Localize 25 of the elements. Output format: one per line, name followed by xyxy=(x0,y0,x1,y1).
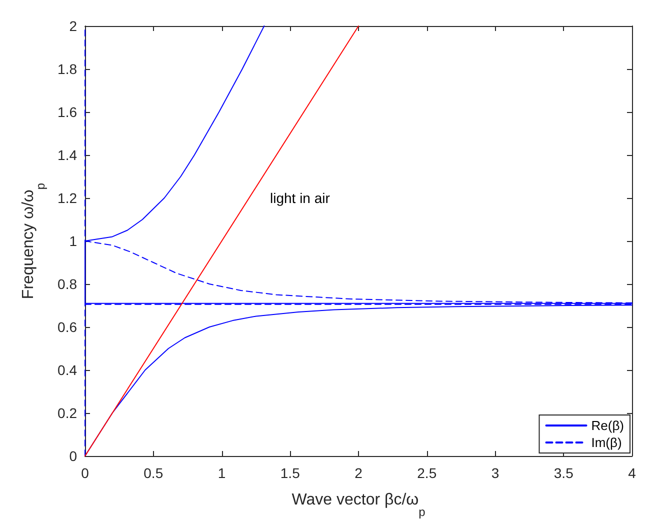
legend-label: Im(β) xyxy=(591,435,622,450)
x-axis-title: Wave vector βc/ωp xyxy=(292,492,426,519)
x-tick-label: 0 xyxy=(81,465,90,481)
y-tick-label: 0.4 xyxy=(58,362,78,378)
x-tick-label: 1.5 xyxy=(280,465,300,481)
annotation: light in air xyxy=(270,190,330,206)
y-tick-label: 2 xyxy=(69,18,78,34)
x-tick-label: 2 xyxy=(354,465,363,481)
y-tick-label: 0 xyxy=(69,448,78,464)
y-tick-label: 1.8 xyxy=(58,61,78,77)
y-axis-title: Frequency ω/ωp xyxy=(20,182,48,300)
y-tick-label: 1.4 xyxy=(58,147,78,163)
y-tick-label: 0.8 xyxy=(58,276,78,292)
y-tick-label: 1.2 xyxy=(58,190,78,206)
y-tick-label: 1.6 xyxy=(58,104,78,120)
x-tick-label: 3.5 xyxy=(554,465,574,481)
y-tick-label: 1 xyxy=(69,233,78,249)
x-tick-label: 3 xyxy=(491,465,500,481)
legend-label: Re(β) xyxy=(591,418,624,433)
x-tick-label: 0.5 xyxy=(144,465,164,481)
x-tick-label: 1 xyxy=(218,465,226,481)
y-tick-label: 0.2 xyxy=(58,405,78,421)
y-tick-label: 0.6 xyxy=(58,319,78,335)
x-tick-label: 2.5 xyxy=(417,465,437,481)
x-tick-label: 4 xyxy=(628,465,636,481)
